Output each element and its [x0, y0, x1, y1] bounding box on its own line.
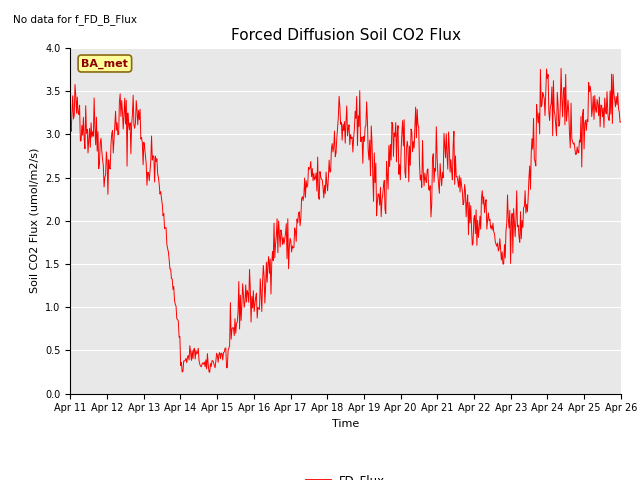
X-axis label: Time: Time [332, 419, 359, 429]
Legend: FD_Flux: FD_Flux [301, 469, 390, 480]
Y-axis label: Soil CO2 Flux (umol/m2/s): Soil CO2 Flux (umol/m2/s) [29, 148, 40, 293]
Title: Forced Diffusion Soil CO2 Flux: Forced Diffusion Soil CO2 Flux [230, 28, 461, 43]
Text: No data for f_FD_B_Flux: No data for f_FD_B_Flux [13, 14, 137, 25]
Text: BA_met: BA_met [81, 59, 128, 69]
